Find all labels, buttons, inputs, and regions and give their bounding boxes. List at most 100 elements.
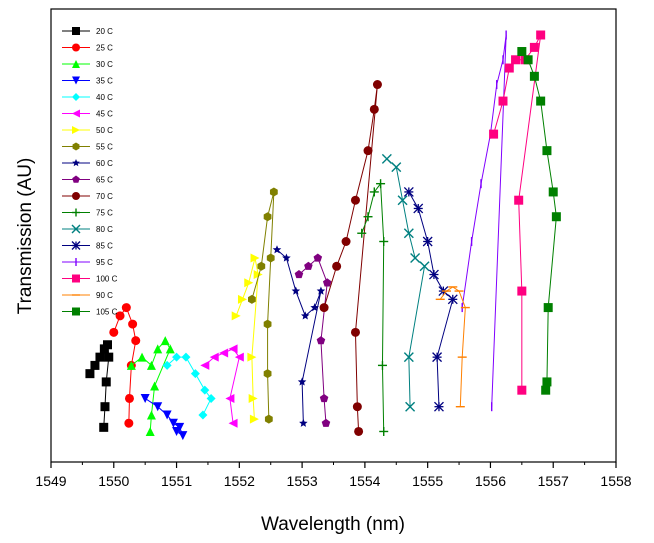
- data-point-17-8: [542, 377, 552, 387]
- x-tick-label-1555: 1555: [412, 473, 443, 489]
- data-point-7-5: [263, 319, 272, 329]
- data-point-4-4: [200, 385, 210, 395]
- data-point-7-2: [263, 212, 272, 222]
- data-point-4-5: [206, 393, 216, 403]
- data-point-0-7: [100, 402, 110, 412]
- data-point-10-1: [332, 261, 342, 271]
- data-point-3-0: [140, 393, 150, 403]
- series-105c: [517, 47, 561, 395]
- series-65c: [294, 253, 332, 427]
- data-point-15-5: [529, 42, 539, 52]
- data-point-5-1: [209, 352, 219, 362]
- series-line: [323, 84, 378, 432]
- x-tick-label-1558: 1558: [600, 473, 631, 489]
- data-point-8-1: [282, 253, 291, 262]
- legend-marker: [72, 192, 80, 200]
- series-line: [386, 158, 426, 407]
- data-point-1-4: [131, 336, 141, 346]
- data-point-11-1: [363, 212, 373, 222]
- y-axis-title: Transmission (AU): [15, 158, 36, 315]
- data-point-11-6: [379, 426, 389, 436]
- data-point-9-2: [313, 253, 323, 262]
- series-line: [235, 257, 259, 420]
- data-point-6-0: [231, 311, 241, 321]
- legend-item: 90 C: [62, 291, 113, 300]
- x-tick-label-1557: 1557: [538, 473, 569, 489]
- data-point-12-4: [410, 253, 421, 264]
- legend-label: 60 C: [96, 159, 113, 168]
- x-tick-label-1556: 1556: [475, 473, 506, 489]
- x-axis: 1549 1550 1551 1552 1553 1554 1555 1556 1557 1558: [35, 462, 632, 489]
- data-point-11-4: [379, 237, 389, 246]
- data-point-3-1: [153, 402, 163, 412]
- data-point-8-4: [310, 303, 319, 312]
- data-point-13-5: [447, 294, 458, 305]
- data-point-7-3: [269, 187, 278, 197]
- data-point-12-1: [391, 162, 402, 173]
- data-point-1-3: [128, 319, 138, 329]
- x-tick-label-1549: 1549: [35, 473, 66, 489]
- data-point-13-0: [403, 186, 414, 197]
- legend-label: 50 C: [96, 126, 113, 135]
- legend-item: 65 C: [62, 175, 113, 185]
- data-point-2-5: [165, 344, 175, 354]
- x-tick-label-1551: 1551: [161, 473, 192, 489]
- data-point-12-0: [381, 153, 392, 164]
- legend-label: 20 C: [96, 27, 113, 36]
- data-point-0-1: [90, 360, 100, 370]
- legend-marker: [72, 60, 80, 68]
- data-point-6-7: [249, 414, 259, 424]
- data-point-7-7: [264, 414, 273, 424]
- data-point-10-6: [372, 80, 382, 90]
- legend-item: 50 C: [62, 126, 113, 135]
- legend-marker: [72, 109, 80, 118]
- data-point-3-5: [178, 431, 188, 441]
- data-point-9-5: [319, 393, 329, 403]
- data-point-10-3: [350, 195, 360, 205]
- series-line: [276, 249, 322, 424]
- data-point-4-1: [172, 352, 182, 362]
- data-point-0-6: [101, 377, 111, 387]
- data-point-12-6: [403, 352, 414, 363]
- data-point-5-0: [200, 360, 210, 370]
- data-point-12-7: [405, 401, 416, 412]
- series-55c: [247, 187, 278, 424]
- legend-item: 20 C: [62, 27, 113, 36]
- legend-item: 95 C: [62, 258, 113, 267]
- data-point-9-6: [321, 418, 331, 427]
- data-point-12-5: [419, 261, 430, 272]
- legend-item: 35 C: [62, 76, 113, 86]
- legend-item: 80 C: [62, 224, 113, 234]
- legend-marker: [72, 274, 80, 283]
- data-point-10-8: [352, 402, 362, 412]
- data-point-7-0: [247, 294, 256, 304]
- series-75c: [357, 179, 389, 436]
- legend-item: 40 C: [62, 93, 113, 102]
- legend-label: 95 C: [96, 258, 113, 267]
- data-point-0-0: [85, 369, 95, 379]
- data-point-7-1: [257, 261, 266, 271]
- legend-label: 75 C: [96, 209, 113, 218]
- series-80c: [381, 153, 430, 412]
- series-45c: [200, 344, 244, 428]
- data-point-13-2: [422, 236, 433, 247]
- data-point-17-1: [523, 55, 533, 65]
- data-point-8-2: [291, 286, 301, 295]
- data-point-2-6: [150, 381, 160, 391]
- legend-marker: [72, 142, 80, 151]
- legend-label: 70 C: [96, 192, 113, 201]
- data-point-7-4: [266, 253, 275, 263]
- data-point-9-1: [304, 261, 313, 270]
- data-point-13-6: [432, 352, 443, 363]
- data-point-13-7: [434, 401, 444, 412]
- legend-item: 75 C: [62, 208, 113, 218]
- data-point-3-2: [162, 410, 172, 420]
- legend-label: 85 C: [96, 242, 113, 251]
- data-point-0-8: [99, 422, 109, 432]
- series-line: [521, 51, 557, 391]
- legend-label: 35 C: [96, 77, 113, 86]
- data-point-15-0: [489, 129, 499, 139]
- data-point-12-2: [397, 195, 408, 206]
- legend-marker: [72, 159, 80, 167]
